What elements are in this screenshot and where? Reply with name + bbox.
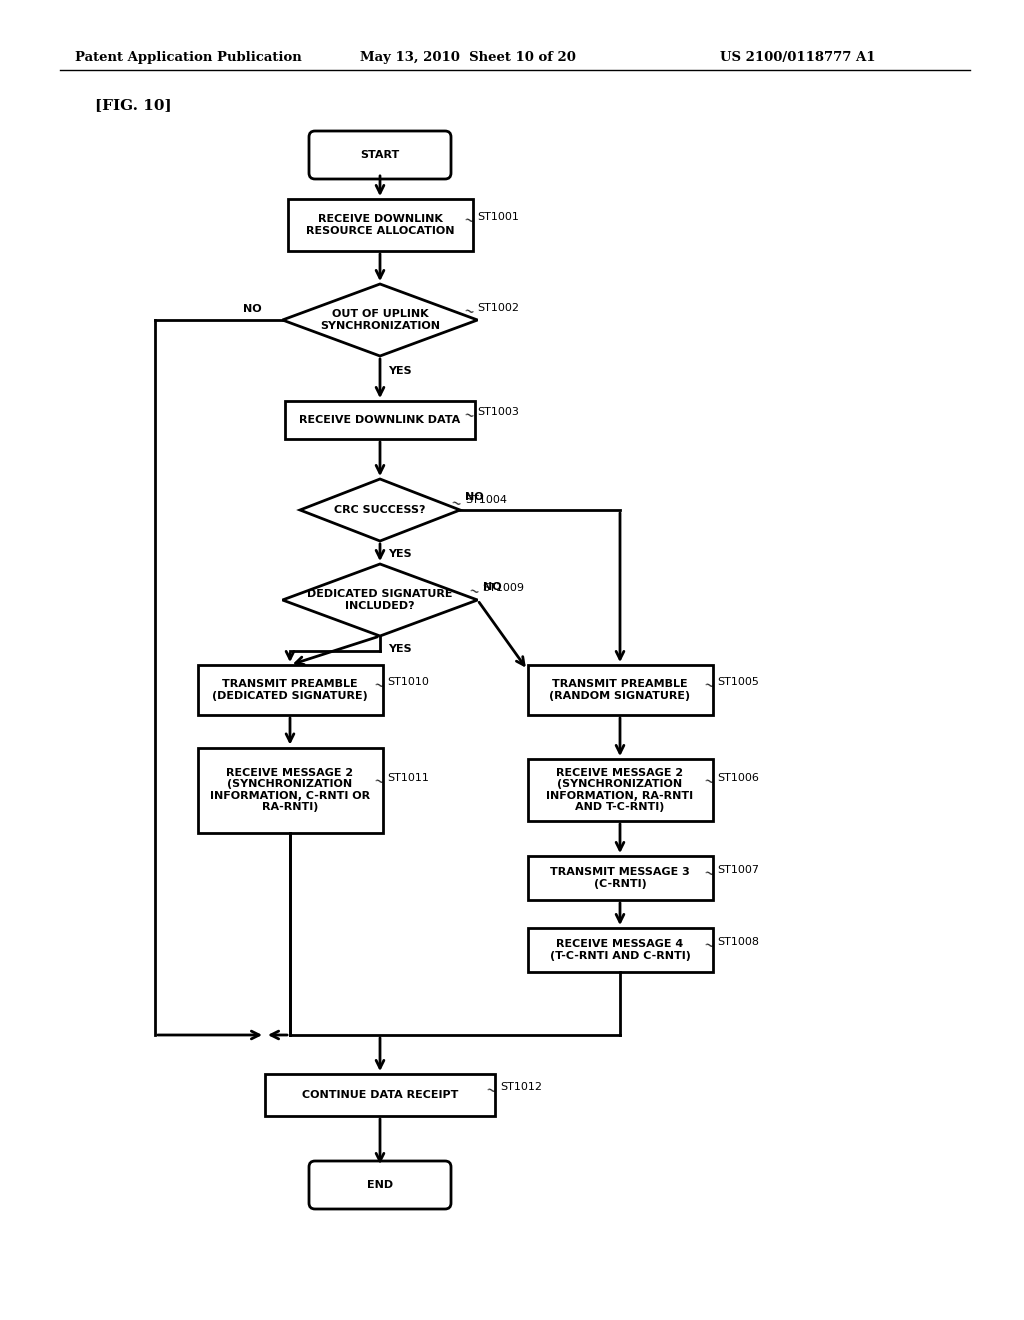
Bar: [285, 401, 475, 440]
Text: ∼: ∼: [484, 1084, 498, 1098]
Text: YES: YES: [388, 366, 412, 376]
Text: RECEIVE DOWNLINK
RESOURCE ALLOCATION: RECEIVE DOWNLINK RESOURCE ALLOCATION: [306, 214, 455, 236]
Bar: [527, 855, 713, 900]
Polygon shape: [283, 564, 477, 636]
Text: NO: NO: [482, 582, 501, 591]
Text: END: END: [367, 1180, 393, 1191]
Text: ST1002: ST1002: [477, 304, 519, 313]
Text: May 13, 2010  Sheet 10 of 20: May 13, 2010 Sheet 10 of 20: [360, 51, 575, 65]
Text: ∼: ∼: [462, 408, 475, 424]
Text: ∼: ∼: [702, 678, 716, 693]
Polygon shape: [283, 284, 477, 356]
Text: START: START: [360, 150, 399, 160]
Text: ST1005: ST1005: [718, 677, 760, 686]
Text: CONTINUE DATA RECEIPT: CONTINUE DATA RECEIPT: [302, 1090, 458, 1100]
Bar: [288, 199, 472, 251]
Text: NO: NO: [465, 492, 483, 502]
Text: RECEIVE MESSAGE 2
(SYNCHRONIZATION
INFORMATION, RA-RNTI
AND T-C-RNTI): RECEIVE MESSAGE 2 (SYNCHRONIZATION INFOR…: [547, 768, 693, 812]
Text: Patent Application Publication: Patent Application Publication: [75, 51, 302, 65]
Text: RECEIVE DOWNLINK DATA: RECEIVE DOWNLINK DATA: [299, 414, 461, 425]
Text: ST1009: ST1009: [482, 583, 524, 593]
Text: ST1012: ST1012: [500, 1082, 542, 1092]
Text: ST1001: ST1001: [477, 213, 519, 222]
Text: US 2100/0118777 A1: US 2100/0118777 A1: [720, 51, 876, 65]
Text: DEDICATED SIGNATURE
INCLUDED?: DEDICATED SIGNATURE INCLUDED?: [307, 589, 453, 611]
Text: RECEIVE MESSAGE 4
(T-C-RNTI AND C-RNTI): RECEIVE MESSAGE 4 (T-C-RNTI AND C-RNTI): [550, 940, 690, 961]
Polygon shape: [300, 479, 460, 541]
Text: ST1006: ST1006: [718, 774, 760, 783]
Text: ∼: ∼: [462, 214, 475, 228]
Text: ∼: ∼: [702, 939, 716, 953]
Bar: [265, 1074, 495, 1115]
Text: CRC SUCCESS?: CRC SUCCESS?: [334, 506, 426, 515]
FancyBboxPatch shape: [309, 1162, 451, 1209]
Text: ST1003: ST1003: [477, 407, 519, 417]
Text: TRANSMIT MESSAGE 3
(C-RNTI): TRANSMIT MESSAGE 3 (C-RNTI): [550, 867, 690, 888]
Text: ∼: ∼: [702, 866, 716, 882]
Text: ST1008: ST1008: [718, 937, 760, 946]
Text: ST1004: ST1004: [465, 495, 507, 506]
Text: ∼: ∼: [462, 305, 475, 319]
Text: YES: YES: [388, 644, 412, 653]
Text: ST1007: ST1007: [718, 865, 760, 875]
Text: ST1010: ST1010: [387, 677, 429, 686]
Text: TRANSMIT PREAMBLE
(DEDICATED SIGNATURE): TRANSMIT PREAMBLE (DEDICATED SIGNATURE): [212, 680, 368, 701]
Text: TRANSMIT PREAMBLE
(RANDOM SIGNATURE): TRANSMIT PREAMBLE (RANDOM SIGNATURE): [550, 680, 690, 701]
Text: YES: YES: [388, 549, 412, 558]
Text: ∼: ∼: [467, 585, 480, 599]
Text: ∼: ∼: [372, 775, 385, 789]
Text: ∼: ∼: [450, 496, 463, 512]
FancyBboxPatch shape: [309, 131, 451, 180]
Text: ∼: ∼: [372, 678, 385, 693]
Text: [FIG. 10]: [FIG. 10]: [95, 98, 172, 112]
Bar: [527, 759, 713, 821]
Text: RECEIVE MESSAGE 2
(SYNCHRONIZATION
INFORMATION, C-RNTI OR
RA-RNTI): RECEIVE MESSAGE 2 (SYNCHRONIZATION INFOR…: [210, 768, 370, 812]
Text: OUT OF UPLINK
SYNCHRONIZATION: OUT OF UPLINK SYNCHRONIZATION: [319, 309, 440, 331]
Bar: [198, 747, 383, 833]
Text: ST1011: ST1011: [387, 774, 429, 783]
Text: ∼: ∼: [702, 775, 716, 789]
Bar: [527, 665, 713, 715]
Text: NO: NO: [243, 304, 262, 314]
Bar: [527, 928, 713, 972]
Bar: [198, 665, 383, 715]
